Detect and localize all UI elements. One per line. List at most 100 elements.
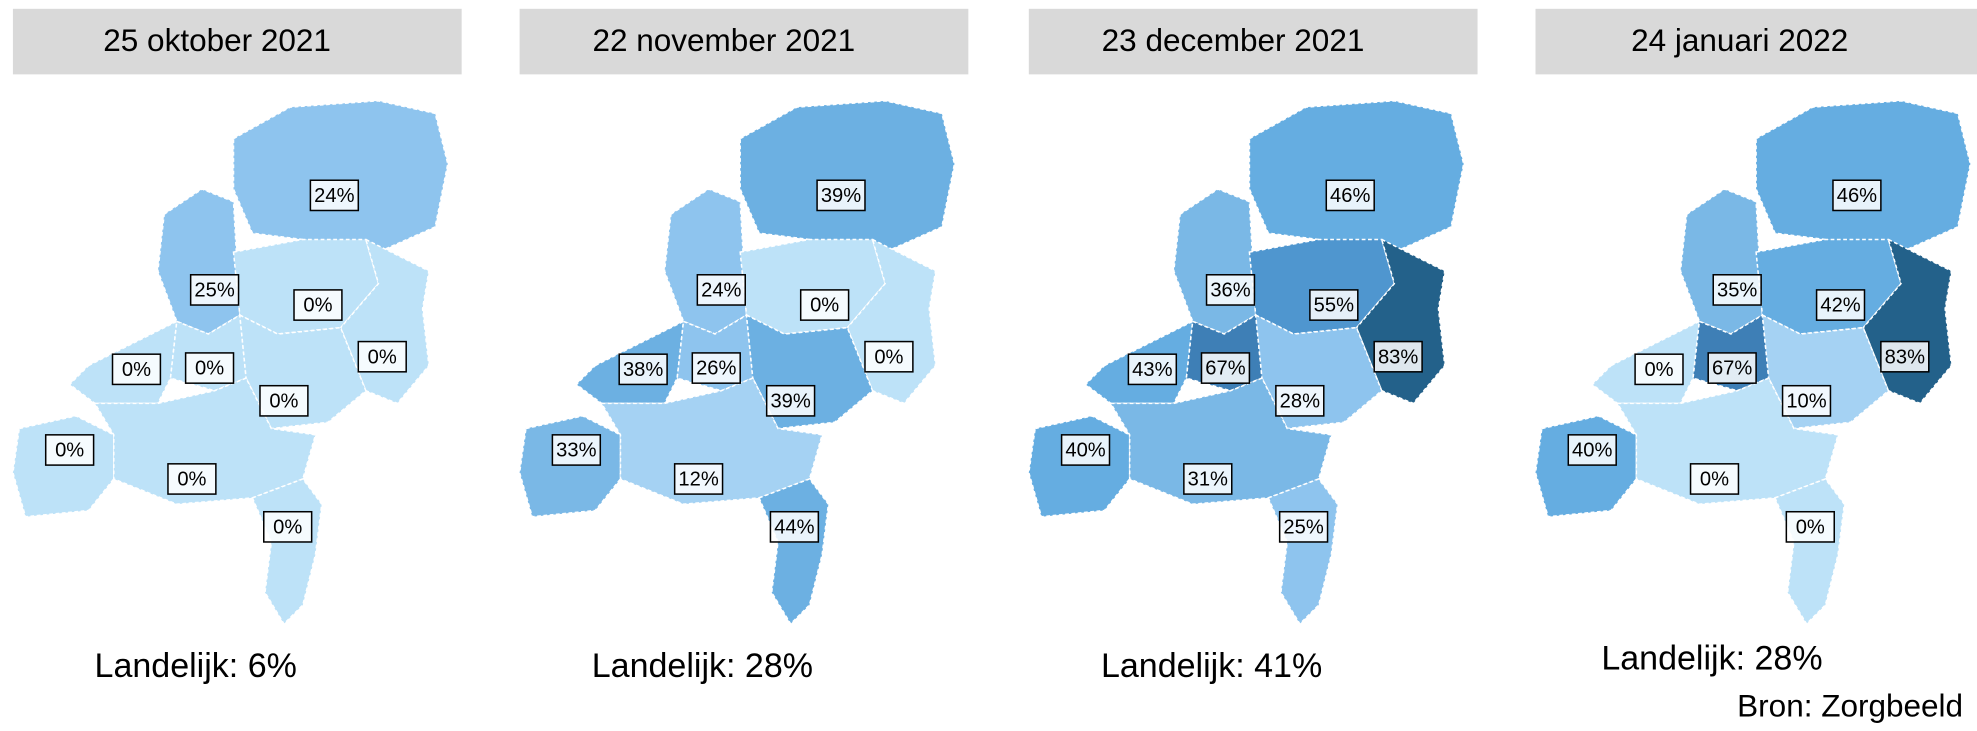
region-label-box	[1200, 352, 1251, 384]
region	[1679, 188, 1764, 335]
region	[663, 188, 748, 335]
region-label-box	[189, 274, 240, 306]
region-label-box	[309, 179, 360, 212]
region-label-box	[1278, 510, 1329, 543]
region-label-box	[184, 352, 235, 384]
region-label-box	[864, 340, 914, 373]
region-label-box	[1781, 384, 1832, 417]
region-label: 43%	[1132, 359, 1172, 381]
region-label-box	[765, 384, 816, 417]
region-label: 83%	[1378, 346, 1418, 368]
region-label: 44%	[774, 516, 814, 538]
region-label-box	[1689, 463, 1740, 495]
region-label: 25%	[1283, 516, 1323, 538]
region-label-box	[1785, 510, 1835, 543]
region-label: 40%	[1572, 440, 1612, 462]
region-label: 28%	[1280, 390, 1320, 412]
region-label-box	[696, 274, 746, 306]
region-label-box	[1880, 340, 1930, 373]
region-label-box	[1373, 340, 1423, 373]
region-label: 83%	[1885, 346, 1925, 368]
region	[1773, 478, 1846, 626]
national-value: Landelijk: 28%	[1601, 639, 1822, 677]
panel-header	[519, 8, 969, 75]
region-label-box	[1707, 352, 1757, 384]
region-label-box	[1712, 274, 1762, 306]
region	[1173, 188, 1257, 335]
region	[232, 100, 449, 253]
region-label: 40%	[1065, 440, 1105, 462]
region-label: 39%	[770, 390, 810, 412]
panel-header	[1028, 8, 1478, 75]
region-label: 67%	[1712, 358, 1752, 380]
region-label-box	[1832, 179, 1882, 212]
region-label-box	[816, 179, 866, 212]
region-label-box	[1815, 289, 1866, 321]
region-label-box	[1183, 463, 1233, 495]
region	[12, 415, 115, 518]
region-label: 26%	[696, 358, 736, 380]
region	[1534, 415, 1638, 518]
region-label: 0%	[368, 346, 397, 368]
region-label: 38%	[623, 359, 663, 381]
region-label-box	[1567, 434, 1617, 466]
region-label: 67%	[1205, 358, 1245, 380]
national-value: Landelijk: 41%	[1101, 647, 1322, 685]
region-label: 0%	[55, 440, 84, 462]
region-label-box	[618, 353, 668, 386]
panel: 24 januari 2022 46% 35% 42% 83% 0% 67% 10% 40% 0%…	[1534, 8, 1977, 677]
region-label: 55%	[1314, 295, 1354, 317]
region-label: 12%	[678, 469, 718, 491]
region-label: 0%	[177, 469, 206, 491]
region-label: 24%	[701, 279, 741, 301]
region	[739, 100, 956, 253]
region-label: 0%	[122, 359, 151, 381]
panel: 23 december 2021 46% 36% 55% 83% 43% 67% 28% 40%…	[1028, 8, 1478, 685]
region-label: 31%	[1188, 469, 1228, 491]
national-value: Landelijk: 6%	[95, 647, 297, 685]
panel-title: 24 januari 2022	[1631, 22, 1848, 58]
region-label-box	[357, 340, 407, 373]
region-label: 0%	[1796, 516, 1825, 538]
source: Bron: Zorgbeeld	[1737, 688, 1963, 724]
region-label-box	[44, 434, 95, 466]
region-label: 10%	[1786, 390, 1826, 412]
panel: 22 november 2021 39% 24% 0% 0% 38% 26% 39% 33% 12…	[518, 8, 969, 685]
region-label: 46%	[1837, 185, 1877, 207]
region-label-box	[111, 353, 162, 386]
region-label: 0%	[195, 358, 224, 380]
region-label: 36%	[1210, 279, 1250, 301]
national-value: Landelijk: 28%	[592, 647, 813, 685]
region-label: 35%	[1717, 279, 1757, 301]
region-label: 46%	[1330, 185, 1370, 207]
region-label: 33%	[556, 440, 596, 462]
panel-title: 23 december 2021	[1102, 22, 1365, 58]
region-label-box	[799, 289, 850, 321]
region-label: 0%	[874, 346, 903, 368]
region-label-box	[1325, 179, 1375, 212]
region-label: 0%	[269, 390, 298, 412]
region	[1755, 100, 1972, 253]
region-label-box	[769, 510, 820, 543]
region-label: 42%	[1820, 295, 1860, 317]
region-label-box	[1205, 274, 1256, 306]
region-label: 0%	[810, 295, 839, 317]
region-label-box	[551, 434, 602, 466]
region-label-box	[1060, 434, 1111, 466]
panel: 25 oktober 2021 24% 25% 0% 0% 0% 0% 0% 0% 0% 0% Lan…	[12, 8, 462, 685]
panel-header	[12, 8, 462, 75]
region-label: 24%	[314, 185, 354, 207]
region-label-box	[167, 463, 217, 495]
region-label: 25%	[194, 279, 234, 301]
region	[1248, 100, 1465, 253]
region	[1028, 415, 1131, 518]
region-label-box	[1634, 353, 1684, 386]
region-label-box	[673, 463, 724, 495]
region	[1267, 478, 1339, 626]
region-label: 0%	[1700, 469, 1729, 491]
region-label: 39%	[821, 185, 861, 207]
panel-title: 22 november 2021	[592, 22, 855, 58]
region-label-box	[1127, 353, 1178, 386]
